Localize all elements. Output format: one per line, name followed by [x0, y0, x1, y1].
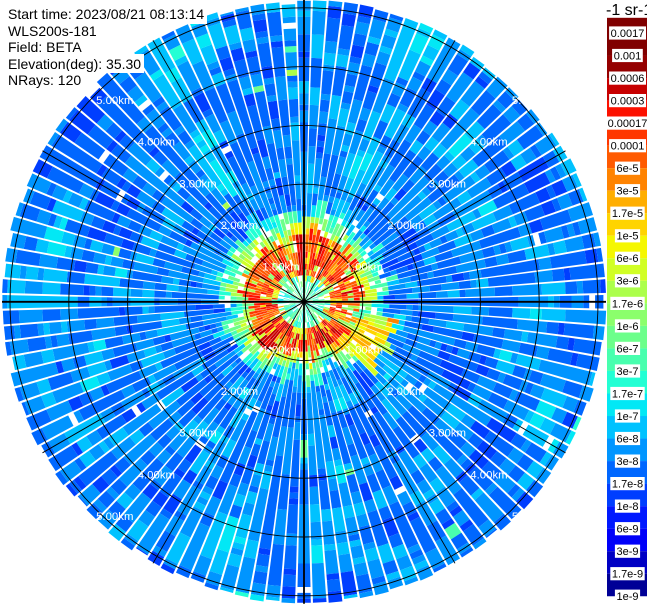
svg-text:1e-5: 1e-5 — [616, 231, 638, 243]
svg-text:1.7e-5: 1.7e-5 — [612, 208, 643, 220]
svg-text:1.00km: 1.00km — [346, 345, 383, 357]
svg-text:0.00017: 0.00017 — [608, 118, 647, 130]
svg-text:5.00km: 5.00km — [512, 511, 549, 523]
svg-text:5.00km: 5.00km — [96, 95, 133, 107]
svg-text:0.0017: 0.0017 — [611, 28, 645, 40]
svg-text:4.00km: 4.00km — [470, 137, 507, 149]
svg-text:3.00km: 3.00km — [429, 428, 466, 440]
svg-text:4.00km: 4.00km — [138, 137, 175, 149]
svg-text:3e-7: 3e-7 — [616, 366, 638, 378]
svg-text:3.00km: 3.00km — [179, 428, 216, 440]
svg-text:6e-9: 6e-9 — [616, 524, 638, 536]
svg-text:6e-7: 6e-7 — [616, 343, 638, 355]
svg-text:3e-5: 3e-5 — [616, 186, 638, 198]
svg-text:2.00km: 2.00km — [221, 386, 258, 398]
svg-text:1.00km: 1.00km — [346, 261, 383, 273]
svg-text:1.7e-6: 1.7e-6 — [612, 298, 643, 310]
svg-text:3.00km: 3.00km — [429, 178, 466, 190]
svg-text:1.7e-7: 1.7e-7 — [612, 388, 643, 400]
svg-text:4.00km: 4.00km — [138, 469, 175, 481]
svg-text:1e-8: 1e-8 — [616, 501, 638, 513]
svg-text:1.00km: 1.00km — [262, 261, 299, 273]
svg-text:0.0001: 0.0001 — [611, 141, 645, 153]
svg-text:1e-6: 1e-6 — [616, 321, 638, 333]
svg-text:3e-6: 3e-6 — [616, 276, 638, 288]
svg-text:0.0006: 0.0006 — [611, 73, 645, 85]
svg-text:-1 sr-1: -1 sr-1 — [606, 2, 647, 19]
svg-text:2.00km: 2.00km — [387, 386, 424, 398]
svg-text:3e-9: 3e-9 — [616, 546, 638, 558]
svg-text:6e-6: 6e-6 — [616, 253, 638, 265]
svg-text:2.00km: 2.00km — [221, 220, 258, 232]
svg-text:0.001: 0.001 — [614, 50, 642, 62]
svg-text:5.00km: 5.00km — [512, 95, 549, 107]
svg-text:3e-8: 3e-8 — [616, 456, 638, 468]
svg-text:1.7e-9: 1.7e-9 — [612, 569, 643, 581]
svg-text:5.00km: 5.00km — [96, 511, 133, 523]
svg-text:1.00km: 1.00km — [262, 345, 299, 357]
svg-text:1e-9: 1e-9 — [616, 591, 638, 603]
svg-text:0.0003: 0.0003 — [611, 96, 645, 108]
svg-text:4.00km: 4.00km — [470, 469, 507, 481]
svg-text:3.00km: 3.00km — [179, 178, 216, 190]
svg-text:1.7e-8: 1.7e-8 — [612, 479, 643, 491]
svg-text:6e-8: 6e-8 — [616, 433, 638, 445]
svg-text:1e-7: 1e-7 — [616, 411, 638, 423]
svg-text:6e-5: 6e-5 — [616, 163, 638, 175]
svg-text:2.00km: 2.00km — [387, 220, 424, 232]
